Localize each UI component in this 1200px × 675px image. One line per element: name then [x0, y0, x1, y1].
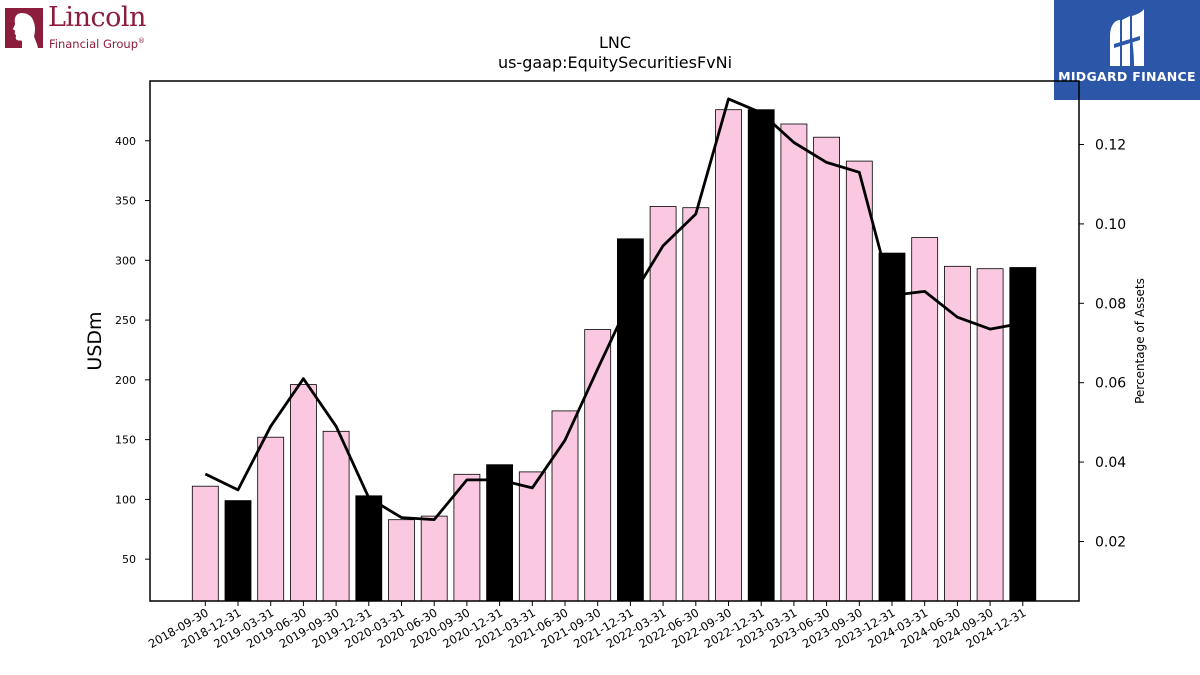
bar-2022-03-31: [649, 206, 677, 602]
y2-tick-label: 0.08: [1095, 296, 1126, 312]
midgard-mark-icon: [1110, 9, 1144, 66]
y-tick-label: 100: [115, 493, 136, 506]
bar-2022-12-31: [747, 109, 775, 602]
bar-2020-06-30: [420, 515, 448, 602]
bar-2019-06-30: [289, 384, 317, 602]
y-tick-label: 400: [115, 135, 136, 148]
bar-2021-03-31: [518, 471, 546, 602]
bar-2024-06-30: [944, 265, 971, 602]
y-tick-label: 50: [122, 553, 136, 566]
y-tick-label: 200: [115, 374, 136, 387]
bar-2022-09-30: [715, 109, 742, 602]
bar-2020-03-31: [388, 519, 415, 602]
right-axis: 0.02 0.04 0.06 0.08 0.10 0.12: [1079, 138, 1126, 550]
bar-2020-12-31: [486, 464, 514, 602]
bar-2024-09-30: [976, 268, 1004, 602]
bar-2022-06-30: [682, 207, 710, 602]
midgard-logo: MIDGARD FINANCE: [1054, 0, 1200, 100]
bar-2021-12-31: [617, 238, 644, 602]
y-tick-label: 250: [115, 314, 136, 327]
y-tick-label: 150: [115, 434, 136, 447]
left-axis: 50 100 150 200 250 300 350 400: [115, 135, 150, 566]
lincoln-logo: Lincoln Financial Group®: [4, 2, 154, 52]
bar-2023-12-31: [878, 252, 906, 602]
y2-tick-label: 0.12: [1095, 138, 1126, 154]
bar-2024-12-31: [1009, 267, 1037, 602]
bar-2023-09-30: [845, 160, 873, 602]
y2-axis-label: Percentage of Assets: [1133, 278, 1147, 404]
bar-2018-12-31: [224, 500, 252, 602]
chart-subtitle: us-gaap:EquitySecuritiesFvNi: [498, 53, 732, 72]
lincoln-wordmark: Lincoln: [48, 2, 146, 33]
lincoln-profile-icon: [5, 8, 43, 48]
lincoln-tagline: Financial Group®: [49, 37, 146, 51]
bar-2018-09-30: [191, 485, 219, 602]
y2-tick-label: 0.04: [1095, 455, 1126, 471]
y2-tick-label: 0.02: [1095, 534, 1126, 550]
y2-tick-label: 0.06: [1095, 376, 1126, 392]
bar-series: [191, 109, 1037, 602]
midgard-wordmark: MIDGARD FINANCE: [1058, 69, 1196, 84]
y2-tick-label: 0.10: [1095, 217, 1126, 233]
bar-2019-03-31: [257, 436, 285, 602]
y-axis-label: USDm: [84, 311, 106, 370]
chart-title: LNC: [599, 33, 631, 52]
bar-2020-09-30: [453, 473, 481, 602]
y-tick-label: 350: [115, 195, 136, 208]
x-axis: 2018-09-302018-12-312019-03-312019-06-30…: [146, 601, 1028, 651]
y-tick-label: 300: [115, 254, 136, 267]
percentage-line-series: [204, 97, 1024, 521]
plot-area: [149, 80, 1080, 602]
bar-2023-03-31: [780, 123, 808, 602]
bar-2019-12-31: [355, 495, 383, 602]
bar-2019-09-30: [322, 430, 350, 602]
bar-2023-06-30: [813, 136, 840, 602]
percentage-line: [204, 97, 1024, 521]
